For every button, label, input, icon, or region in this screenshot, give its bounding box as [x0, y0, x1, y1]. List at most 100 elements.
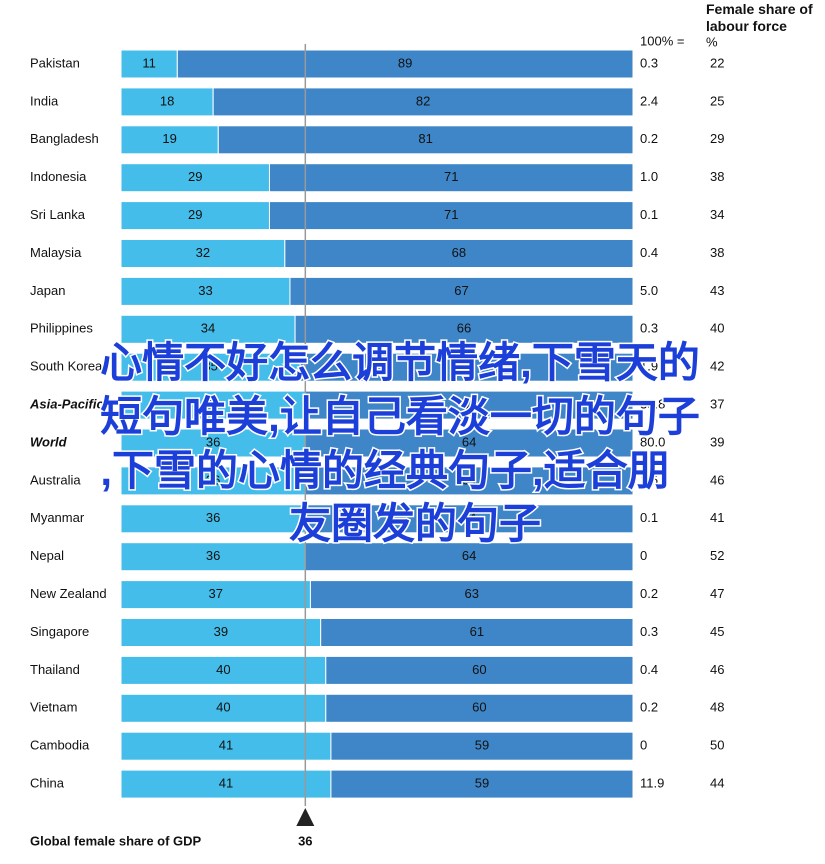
category-label: Malaysia	[30, 245, 82, 260]
total-value: 0.2	[640, 700, 658, 715]
value-label: 65	[459, 359, 473, 374]
value-label: 19	[162, 131, 176, 146]
value-label: 33	[198, 283, 212, 298]
bar-segment	[120, 580, 311, 610]
value-label: 59	[475, 738, 489, 753]
value-label: 60	[472, 700, 486, 715]
labour-value: 42	[710, 359, 724, 374]
category-label: Philippines	[30, 321, 93, 336]
category-label: Asia-Pacific	[29, 397, 104, 412]
total-value: 0.1	[640, 207, 658, 222]
value-label: 82	[416, 93, 430, 108]
value-label: 36	[206, 510, 220, 525]
value-label: 71	[444, 207, 458, 222]
reference-marker	[296, 808, 315, 826]
bar-segment	[325, 693, 634, 723]
bar-segment	[120, 352, 301, 382]
labour-unit: %	[706, 34, 718, 49]
bar-segment	[120, 125, 219, 155]
total-value: 0.1	[640, 510, 658, 525]
labour-value: 29	[710, 131, 724, 146]
value-label: 64	[462, 434, 476, 449]
bar-segment	[299, 352, 634, 382]
value-label: 63	[464, 586, 478, 601]
category-label: Nepal	[30, 548, 64, 563]
category-label: Australia	[30, 472, 81, 487]
category-label: Vietnam	[30, 700, 77, 715]
total-value: 0.3	[640, 321, 658, 336]
category-label: Indonesia	[30, 169, 87, 184]
bar-segment	[176, 49, 634, 79]
overlay-title: 短句唯美,让自己看淡一切的句子	[100, 393, 700, 440]
bar-segment	[330, 769, 634, 799]
bar-segment	[268, 163, 634, 193]
total-value: 35.8	[640, 397, 665, 412]
value-label: 68	[452, 245, 466, 260]
total-value: 0	[640, 738, 647, 753]
labour-value: 47	[710, 586, 724, 601]
bar-segment	[330, 731, 634, 761]
bar-segment	[120, 466, 306, 496]
value-label: 18	[160, 93, 174, 108]
value-label: 61	[470, 624, 484, 639]
total-value: 0.4	[640, 662, 658, 677]
total-value: 1.0	[640, 169, 658, 184]
category-label: India	[30, 93, 59, 108]
bar-segment	[120, 731, 332, 761]
category-label: Singapore	[30, 624, 89, 639]
labour-value: 52	[710, 548, 724, 563]
category-label: Japan	[30, 283, 65, 298]
bar-segment	[304, 390, 634, 420]
bar-segment	[289, 276, 634, 306]
bar-segment	[217, 125, 634, 155]
total-value: 0.2	[640, 586, 658, 601]
value-label: 59	[475, 776, 489, 791]
value-label: 11	[142, 55, 156, 70]
labour-value: 34	[710, 207, 724, 222]
labour-value: 41	[710, 510, 724, 525]
labour-value: 38	[710, 245, 724, 260]
overlay-title: ,下雪的心情的经典句子,适合朋	[100, 447, 669, 494]
total-header: 100% =	[640, 33, 684, 48]
bar-segment	[120, 428, 306, 458]
total-value: 0.4	[640, 245, 658, 260]
labour-value: 40	[710, 321, 724, 336]
bar-segment	[320, 618, 634, 647]
bar-segment	[120, 276, 291, 306]
labour-value: 22	[710, 55, 724, 70]
value-label: 36	[206, 472, 220, 487]
bar-segment	[120, 201, 270, 231]
value-label: 34	[201, 321, 215, 336]
value-label: 89	[398, 55, 412, 70]
total-value: 1.5	[640, 472, 658, 487]
overlay-title: 友圈发的句子	[289, 500, 541, 547]
labour-value: 25	[710, 93, 724, 108]
total-value: 5.0	[640, 283, 658, 298]
value-label: 36	[206, 548, 220, 563]
bar-segment	[120, 49, 178, 79]
value-label: 36	[206, 434, 220, 449]
bar-segment	[325, 655, 634, 685]
bar-segment	[294, 314, 634, 344]
labour-value: 46	[710, 472, 724, 487]
labour-header: Female share of labour force	[706, 1, 813, 34]
value-label: 37	[208, 586, 222, 601]
bar-segment	[120, 693, 327, 723]
value-label: 29	[188, 169, 202, 184]
total-value: 11.9	[640, 776, 664, 791]
total-value: 1.9	[640, 359, 658, 374]
bar-segment	[120, 618, 322, 647]
bar-segment	[120, 504, 306, 534]
value-label: 64	[462, 472, 476, 487]
labour-value: 39	[710, 434, 724, 449]
bar-segment	[120, 655, 327, 685]
labour-value: 37	[710, 397, 724, 412]
value-label: 60	[472, 662, 486, 677]
value-label: 41	[219, 776, 233, 791]
category-label: Bangladesh	[30, 131, 99, 146]
value-label: 40	[216, 662, 230, 677]
total-value: 0.2	[640, 131, 658, 146]
category-label: Sri Lanka	[30, 207, 86, 222]
